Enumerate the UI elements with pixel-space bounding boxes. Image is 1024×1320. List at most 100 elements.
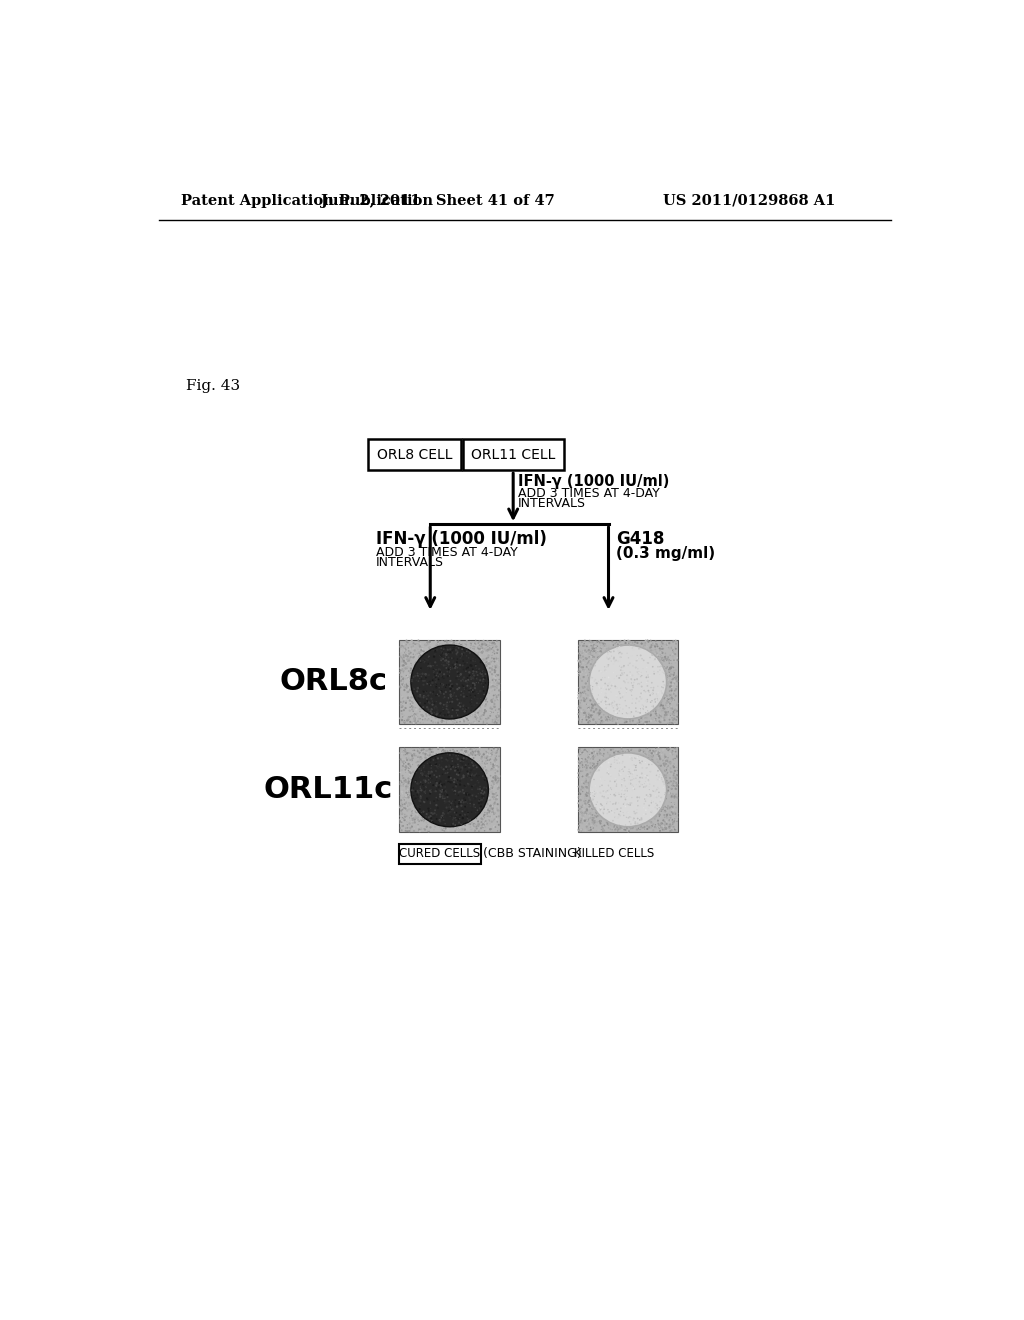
Point [624,640,640,661]
Point [654,649,671,671]
Point [582,634,598,655]
Point [595,803,611,824]
Point [396,680,413,701]
Point [633,774,649,795]
Point [437,697,454,718]
Point [483,677,500,698]
Point [599,780,615,801]
Point [622,668,638,689]
Point [660,762,677,783]
Point [447,804,464,825]
Point [480,647,497,668]
Point [610,792,627,813]
Point [469,645,485,667]
Point [662,649,678,671]
Point [577,681,593,702]
Point [429,684,445,705]
Point [626,791,642,812]
Point [626,777,642,799]
Point [449,680,465,701]
Point [452,774,468,795]
Point [470,657,486,678]
Point [445,709,462,730]
Point [458,672,474,693]
Point [431,696,447,717]
Point [429,700,445,721]
Point [473,808,489,829]
Point [458,693,474,714]
Point [615,746,632,767]
Point [580,812,596,833]
Point [414,809,430,830]
Point [420,762,436,783]
Point [663,758,679,779]
Point [591,652,607,673]
Point [457,783,473,804]
Point [571,661,588,682]
Point [466,788,482,809]
Point [419,693,435,714]
Point [442,651,459,672]
Point [406,701,422,722]
Point [630,686,646,708]
Point [601,750,617,771]
Point [460,767,476,788]
Point [615,780,632,801]
Point [598,810,614,832]
Point [581,711,597,733]
Point [603,816,620,837]
Point [656,698,673,719]
Point [404,673,421,694]
Point [457,660,473,681]
Point [585,744,601,766]
Point [613,701,630,722]
Point [586,775,602,796]
Point [441,747,458,768]
Point [628,676,644,697]
Point [454,781,470,803]
Point [656,766,673,787]
Point [474,676,490,697]
Point [598,751,614,772]
Point [392,660,409,681]
Point [429,653,445,675]
Point [441,800,458,821]
Point [453,671,469,692]
Point [434,807,451,828]
Point [615,803,632,824]
Point [456,659,472,680]
Point [481,655,498,676]
Point [484,771,501,792]
Point [424,775,440,796]
Point [651,779,668,800]
Point [598,697,614,718]
Point [666,664,682,685]
Point [587,652,603,673]
Point [426,780,442,801]
Point [468,643,484,664]
Point [451,655,467,676]
Point [440,700,457,721]
Point [439,665,456,686]
Point [412,692,428,713]
Point [626,762,642,783]
Point [433,812,450,833]
Point [645,696,662,717]
Point [417,709,433,730]
Point [411,783,427,804]
Point [647,634,664,655]
Point [666,663,682,684]
Point [653,776,670,797]
Point [612,705,629,726]
Point [445,800,462,821]
Point [647,793,664,814]
Point [624,640,640,661]
Point [439,783,456,804]
Point [413,711,429,733]
Point [588,661,604,682]
Point [474,678,490,700]
Point [598,793,614,814]
Point [425,711,441,733]
Point [419,805,435,826]
Point [412,681,428,702]
